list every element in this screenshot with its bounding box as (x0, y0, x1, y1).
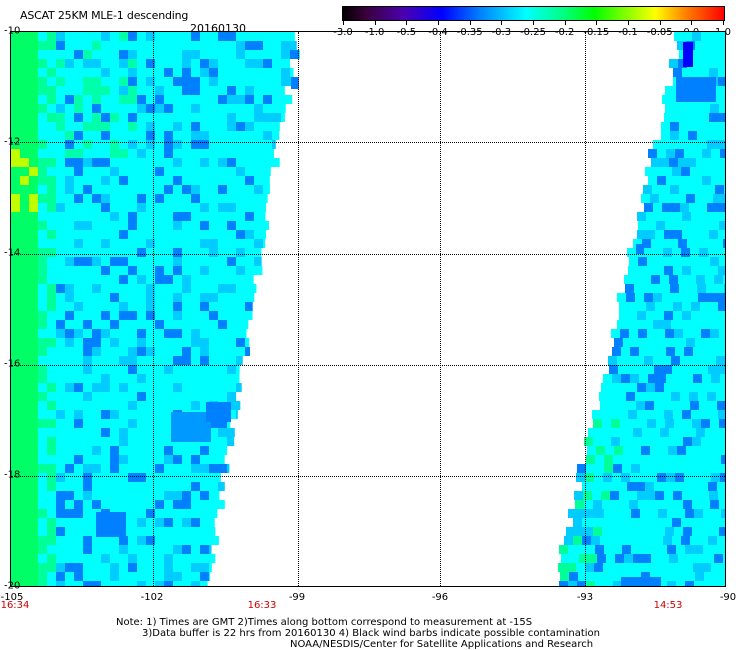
lat-label: -18 (4, 469, 21, 481)
colorbar-tick (596, 21, 598, 25)
note-line-2: 3)Data buffer is 22 hrs from 20160130 4)… (142, 628, 600, 639)
colorbar-tick (564, 21, 566, 25)
note-line-1: Note: 1) Times are GMT 2)Times along bot… (116, 617, 533, 628)
lat-label: -20 (4, 580, 21, 592)
lat-label: -16 (4, 358, 21, 370)
colorbar-tick (501, 21, 503, 25)
lat-label: -12 (4, 136, 21, 148)
lon-label: -96 (431, 592, 449, 603)
gridline-lat (11, 254, 725, 255)
wind-swath-layer (11, 32, 725, 586)
colorbar-label: -0.35 (456, 27, 483, 38)
lon-label: -105 (0, 592, 24, 603)
note-line-3: NOAA/NESDIS/Center for Satellite Applica… (290, 639, 594, 650)
colorbar-label: -0.3 (491, 27, 512, 38)
product-title: ASCAT 25KM MLE-1 descending (20, 9, 189, 22)
colorbar-tick (628, 21, 629, 25)
colorbar-tick (723, 21, 724, 25)
colorbar-label: -0.25 (520, 27, 546, 38)
colorbar-tick (374, 21, 376, 25)
colorbar-tick (659, 21, 661, 25)
colorbar-label: -0.1 (618, 27, 638, 38)
gridline-lat (11, 365, 725, 366)
colorbar-label: -0.2 (554, 27, 575, 38)
lon-label: -102 (140, 592, 164, 603)
colorbar-label: -0.5 (396, 27, 417, 38)
colorbar-label: -0.4 (428, 27, 448, 38)
gridline-lat (11, 142, 725, 143)
colorbar-label: -0.15 (583, 27, 610, 38)
colorbar-label: -0.05 (646, 27, 673, 38)
time-middle: 16:33 (247, 600, 277, 611)
lon-label: -90 (719, 592, 737, 603)
time-right: 14:53 (653, 600, 683, 611)
colorbar-label: -1.0 (364, 27, 385, 38)
time-left: 16:34 (0, 600, 30, 611)
colorbar-tick (691, 21, 693, 25)
colorbar-label: -3.0 (333, 27, 353, 38)
map-panel (10, 31, 726, 587)
lon-label: -93 (576, 592, 594, 603)
gridline-lon (585, 32, 586, 586)
colorbar (342, 6, 725, 21)
colorbar-tick (469, 21, 471, 25)
gridline-lon (440, 32, 441, 586)
gridline-lon (153, 32, 154, 586)
gridline-lat (11, 476, 725, 477)
colorbar-tick (343, 21, 344, 25)
lat-label: -10 (4, 25, 21, 37)
gridline-lon (298, 32, 299, 586)
lon-label: -99 (288, 592, 306, 603)
colorbar-tick (406, 21, 408, 25)
colorbar-tick (533, 21, 534, 25)
colorbar-tick (438, 21, 439, 25)
lat-label: -14 (4, 247, 21, 259)
